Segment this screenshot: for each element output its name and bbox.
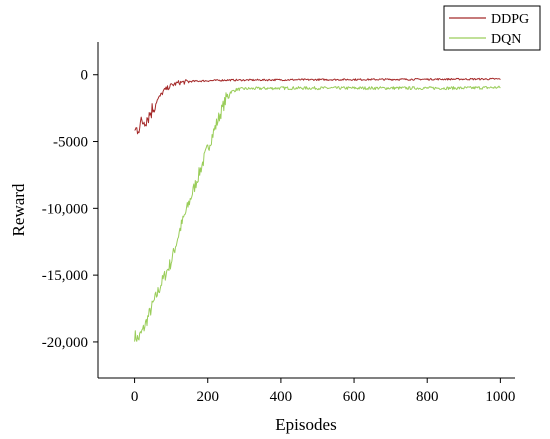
x-axis-title: Episodes bbox=[275, 415, 336, 434]
y-tick-label: -15,000 bbox=[42, 268, 88, 284]
legend-label-ddpg: DDPG bbox=[491, 12, 529, 27]
x-tick-label: 0 bbox=[131, 389, 139, 405]
ticks: 0 200 400 600 800 1000 0 -5000 -10,000 -15,000 -20… bbox=[42, 68, 516, 405]
axes bbox=[97, 42, 515, 379]
legend-box bbox=[443, 5, 541, 51]
x-tick-label: 400 bbox=[270, 389, 293, 405]
legend: DDPG DQN bbox=[443, 5, 541, 51]
y-tick-label: -5000 bbox=[53, 135, 88, 151]
y-axis-title: Reward bbox=[9, 183, 28, 236]
y-tick-label: -10,000 bbox=[42, 201, 88, 217]
series-line-dqn bbox=[134, 85, 501, 342]
y-tick-label: 0 bbox=[81, 68, 89, 84]
x-tick-label: 800 bbox=[416, 389, 439, 405]
series-layer bbox=[134, 77, 501, 342]
x-tick-label: 600 bbox=[343, 389, 366, 405]
x-tick-label: 1000 bbox=[485, 389, 515, 405]
x-tick-label: 200 bbox=[196, 389, 219, 405]
legend-label-dqn: DQN bbox=[491, 32, 521, 47]
series-line-ddpg bbox=[134, 77, 501, 135]
y-tick-label: -20,000 bbox=[42, 335, 88, 351]
